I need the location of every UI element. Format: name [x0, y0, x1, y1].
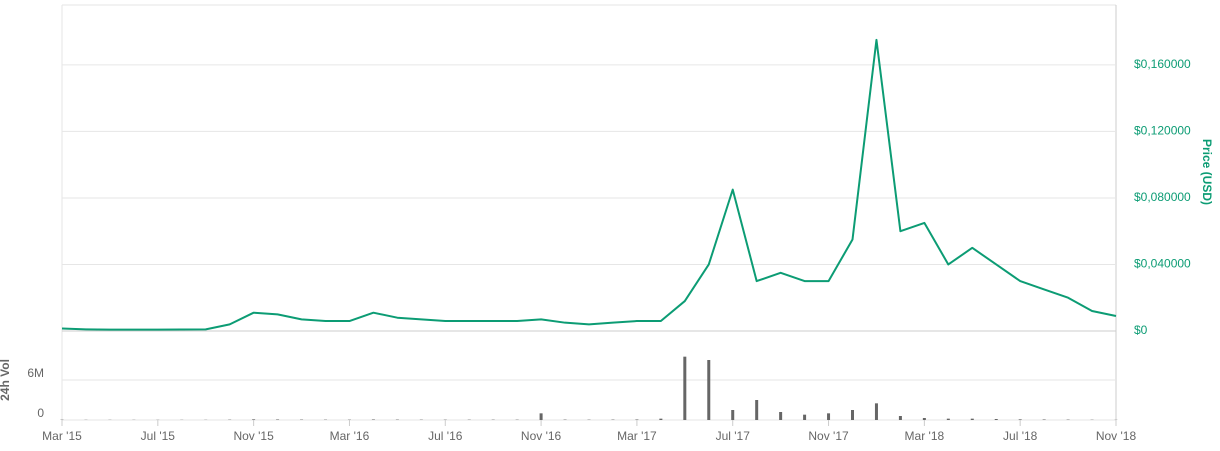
y-tick-label: $0,160000	[1134, 57, 1191, 71]
volume-bar	[635, 419, 639, 420]
volume-bar	[731, 410, 735, 420]
volume-bar	[922, 418, 926, 420]
y-tick-label: $0,080000	[1134, 190, 1191, 204]
volume-bar	[371, 419, 375, 420]
volume-axis-label: 24h Vol	[0, 359, 12, 401]
volume-bar	[539, 413, 543, 420]
volume-bar	[1042, 419, 1046, 420]
x-tick-label: Jul '16	[428, 429, 463, 443]
y-tick-label: $0,120000	[1134, 124, 1191, 138]
x-tick-label: Mar '16	[330, 429, 370, 443]
volume-bar	[779, 412, 783, 420]
x-tick-label: Nov '15	[233, 429, 274, 443]
y-tick-label: $0	[1134, 323, 1148, 337]
x-tick-label: Jul '17	[716, 429, 751, 443]
x-tick-label: Mar '18	[905, 429, 945, 443]
x-tick-label: Nov '17	[808, 429, 849, 443]
x-tick-label: Mar '17	[617, 429, 657, 443]
price-line	[61, 38, 1117, 331]
x-tick-label: Nov '16	[521, 429, 562, 443]
y-axis-label: Price (USD)	[1200, 139, 1214, 205]
volume-bar	[946, 418, 950, 420]
volume-bar	[683, 356, 687, 420]
volume-bar	[659, 418, 663, 420]
volume-bar	[803, 414, 807, 420]
x-tick-label: Mar '15	[42, 429, 82, 443]
volume-tick-label: 6M	[27, 366, 44, 380]
volume-bar	[970, 418, 974, 420]
volume-bar	[1018, 419, 1022, 420]
x-tick-label: Jul '18	[1003, 429, 1038, 443]
x-tick-label: Jul '15	[141, 429, 176, 443]
y-tick-label: $0,040000	[1134, 257, 1191, 271]
volume-bar	[707, 360, 711, 420]
volume-bar	[874, 403, 878, 420]
volume-bar	[827, 413, 831, 420]
volume-bar	[994, 419, 998, 420]
x-tick-label: Nov '18	[1096, 429, 1137, 443]
volume-bar	[252, 419, 256, 420]
volume-bar	[851, 410, 854, 420]
volume-bar	[276, 419, 280, 420]
volume-bar	[755, 400, 759, 420]
volume-tick-label: 0	[37, 406, 44, 420]
volume-bar	[898, 416, 902, 420]
